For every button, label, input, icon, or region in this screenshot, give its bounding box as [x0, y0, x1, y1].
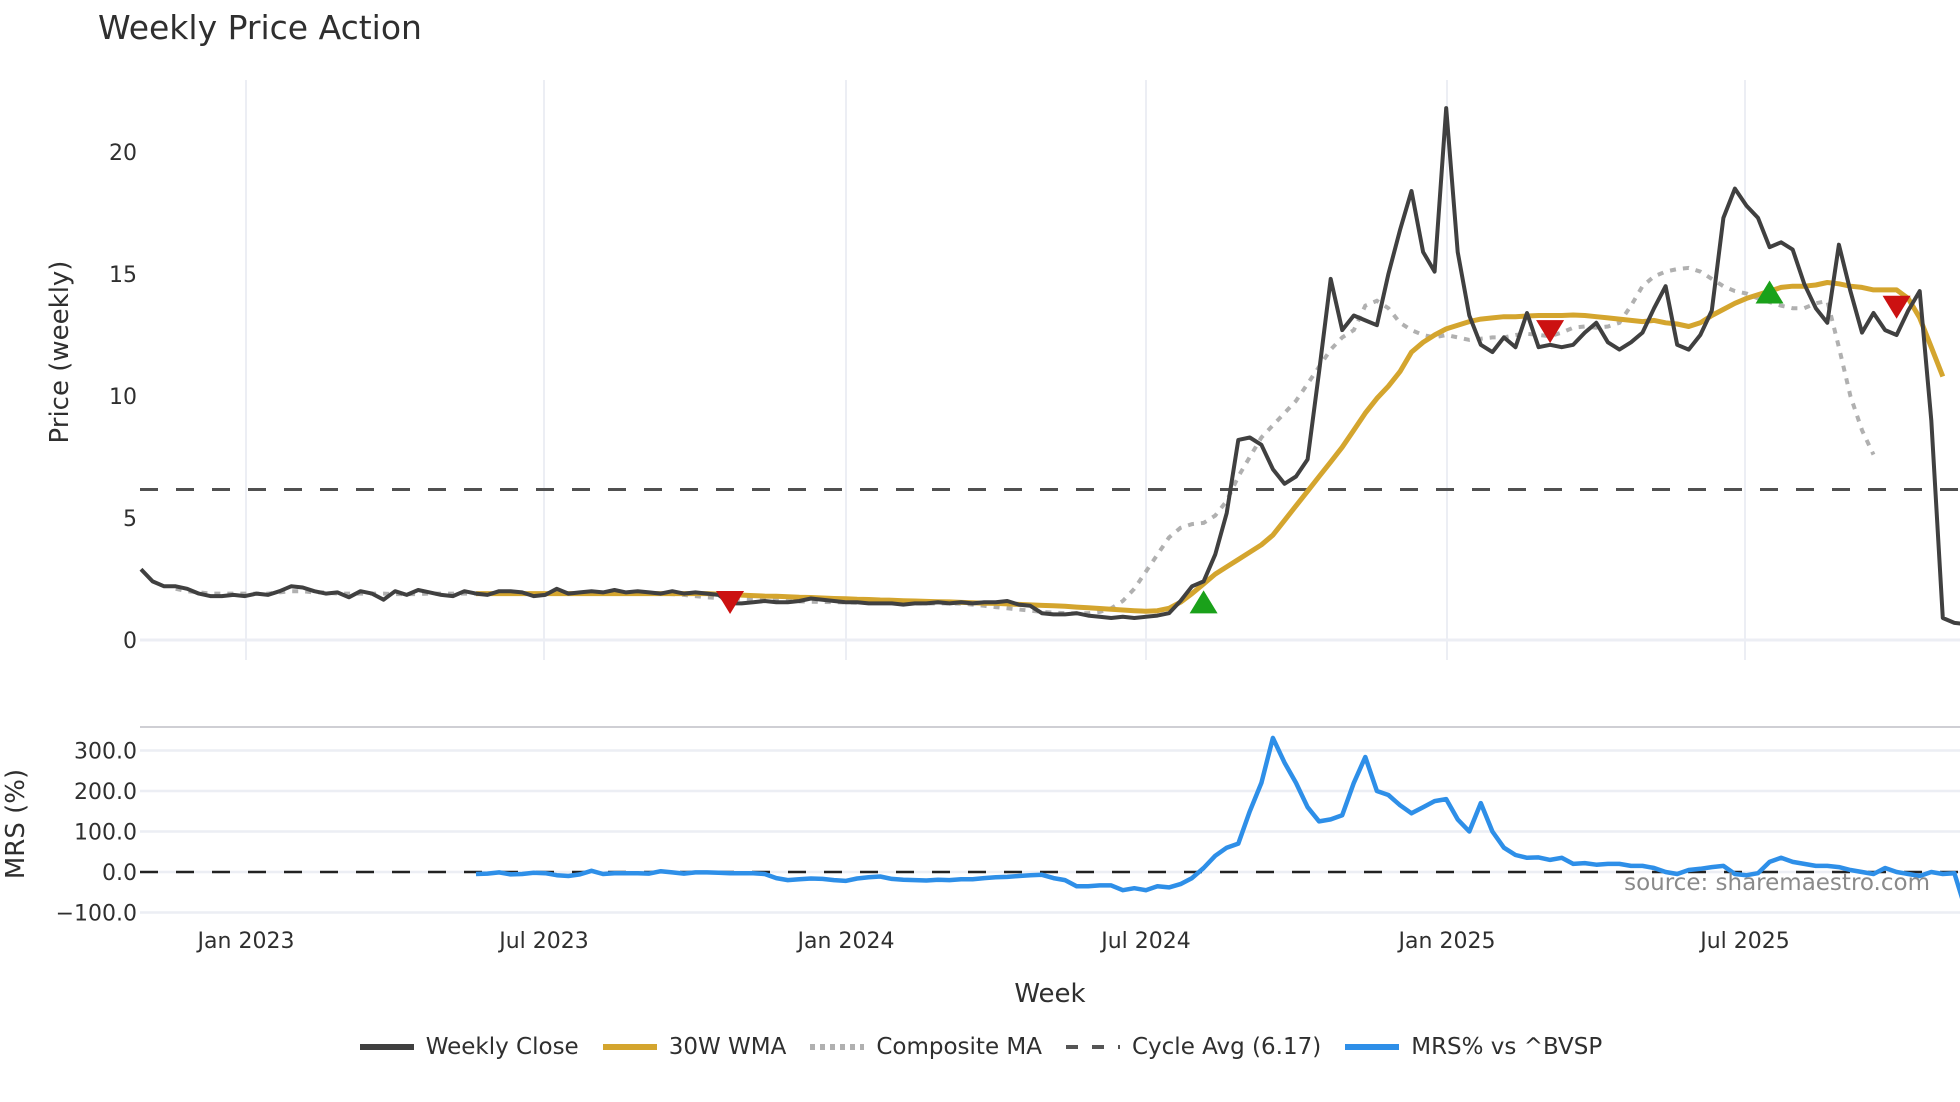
- signal-markers: [716, 280, 1911, 614]
- x-tick-label: Jan 2024: [796, 929, 895, 954]
- mrs-line: [475, 735, 1960, 900]
- price-tick-label: 15: [109, 263, 137, 288]
- mrs-axis-title: MRS (%): [1, 769, 31, 879]
- sell-signal-marker: [1536, 320, 1565, 344]
- legend-item[interactable]: 30W WMA: [601, 1034, 787, 1060]
- legend-item[interactable]: Weekly Close: [358, 1034, 579, 1060]
- price-tick-label: 20: [109, 141, 137, 166]
- grid-lines: [140, 80, 1960, 914]
- price-tick-label: 0: [123, 629, 137, 654]
- mrs-tick-label: 200.0: [74, 780, 137, 805]
- legend-item[interactable]: Cycle Avg (6.17): [1064, 1034, 1321, 1060]
- legend-label: Cycle Avg (6.17): [1131, 1034, 1322, 1060]
- legend-label: Weekly Close: [425, 1034, 579, 1060]
- x-axis-title: Week: [1014, 979, 1085, 1009]
- x-tick-label: Jul 2025: [1698, 929, 1790, 954]
- legend-item[interactable]: Composite MA: [808, 1034, 1042, 1060]
- legend-swatch-icon: [810, 1044, 865, 1050]
- x-tick-label: Jan 2023: [196, 929, 295, 954]
- mrs-tick-label: 0.0: [102, 861, 137, 886]
- x-tick-label: Jul 2024: [1099, 929, 1191, 954]
- price-series: [139, 106, 1960, 626]
- price-axis-title: Price (weekly): [45, 261, 75, 444]
- legend-label: 30W WMA: [668, 1034, 787, 1060]
- legend-label: MRS% vs ^BVSP: [1411, 1034, 1603, 1060]
- sell-signal-marker: [1882, 295, 1911, 319]
- buy-signal-marker: [1189, 590, 1218, 614]
- buy-signal-marker: [1755, 280, 1784, 304]
- x-tick-label: Jan 2025: [1397, 929, 1496, 954]
- mrs-tick-label: 300.0: [74, 740, 137, 765]
- legend: Weekly Close 30W WMA Composite MA Cycle Avg…: [0, 1034, 1960, 1060]
- price-tick-label: 10: [109, 385, 137, 410]
- legend-swatch-icon: [1065, 1045, 1120, 1049]
- source-watermark: source: sharemaestro.com: [1624, 870, 1930, 896]
- wma-30w-line: [476, 280, 1946, 614]
- axis-labels: 0 5 10 15 20 300.0 200.0 100.0 0.0 −100.0 Jan 2023…: [1, 141, 1930, 1009]
- mrs-tick-label: −100.0: [56, 902, 137, 927]
- legend-item[interactable]: MRS% vs ^BVSP: [1343, 1034, 1602, 1060]
- mrs-tick-label: 100.0: [74, 821, 137, 846]
- mrs-series: [140, 735, 1960, 900]
- legend-swatch-icon: [602, 1044, 657, 1050]
- legend-swatch-icon: [1345, 1044, 1400, 1050]
- price-tick-label: 5: [123, 507, 137, 532]
- x-tick-label: Jul 2023: [497, 929, 589, 954]
- weekly-close-line: [139, 106, 1960, 626]
- legend-swatch-icon: [359, 1044, 414, 1050]
- composite-ma-line: [175, 265, 1876, 616]
- chart-title: Weekly Price Action: [98, 8, 422, 47]
- legend-label: Composite MA: [876, 1034, 1042, 1060]
- sell-signal-marker: [716, 590, 745, 614]
